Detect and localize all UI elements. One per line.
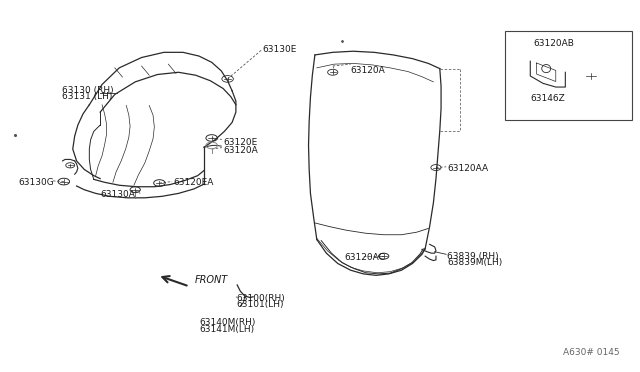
Text: 63146Z: 63146Z <box>531 94 565 103</box>
Text: 63839 (RH): 63839 (RH) <box>447 251 499 261</box>
Text: 63130A: 63130A <box>100 190 135 199</box>
Text: 63120A: 63120A <box>223 146 258 155</box>
Text: 63120AC: 63120AC <box>344 253 385 263</box>
Text: 63839M(LH): 63839M(LH) <box>447 258 502 267</box>
Text: 63120A: 63120A <box>351 66 385 75</box>
Text: 63120AB: 63120AB <box>534 39 574 48</box>
Text: 63140M(RH): 63140M(RH) <box>199 318 255 327</box>
Text: FRONT: FRONT <box>195 275 228 285</box>
Text: 63120AA: 63120AA <box>447 164 488 173</box>
Text: 63100(RH): 63100(RH) <box>236 294 285 303</box>
Text: 63120EA: 63120EA <box>173 178 214 187</box>
Text: 63130E: 63130E <box>262 45 297 54</box>
Text: 63101(LH): 63101(LH) <box>236 300 284 310</box>
Text: 63130 (RH): 63130 (RH) <box>62 86 113 94</box>
Text: 63131 (LH): 63131 (LH) <box>62 92 112 101</box>
Text: A630# 0145: A630# 0145 <box>563 347 620 357</box>
Bar <box>505 31 632 119</box>
Text: 63120E: 63120E <box>223 138 257 147</box>
Text: 63141M(LH): 63141M(LH) <box>199 325 254 334</box>
Text: 63130G: 63130G <box>19 178 54 187</box>
